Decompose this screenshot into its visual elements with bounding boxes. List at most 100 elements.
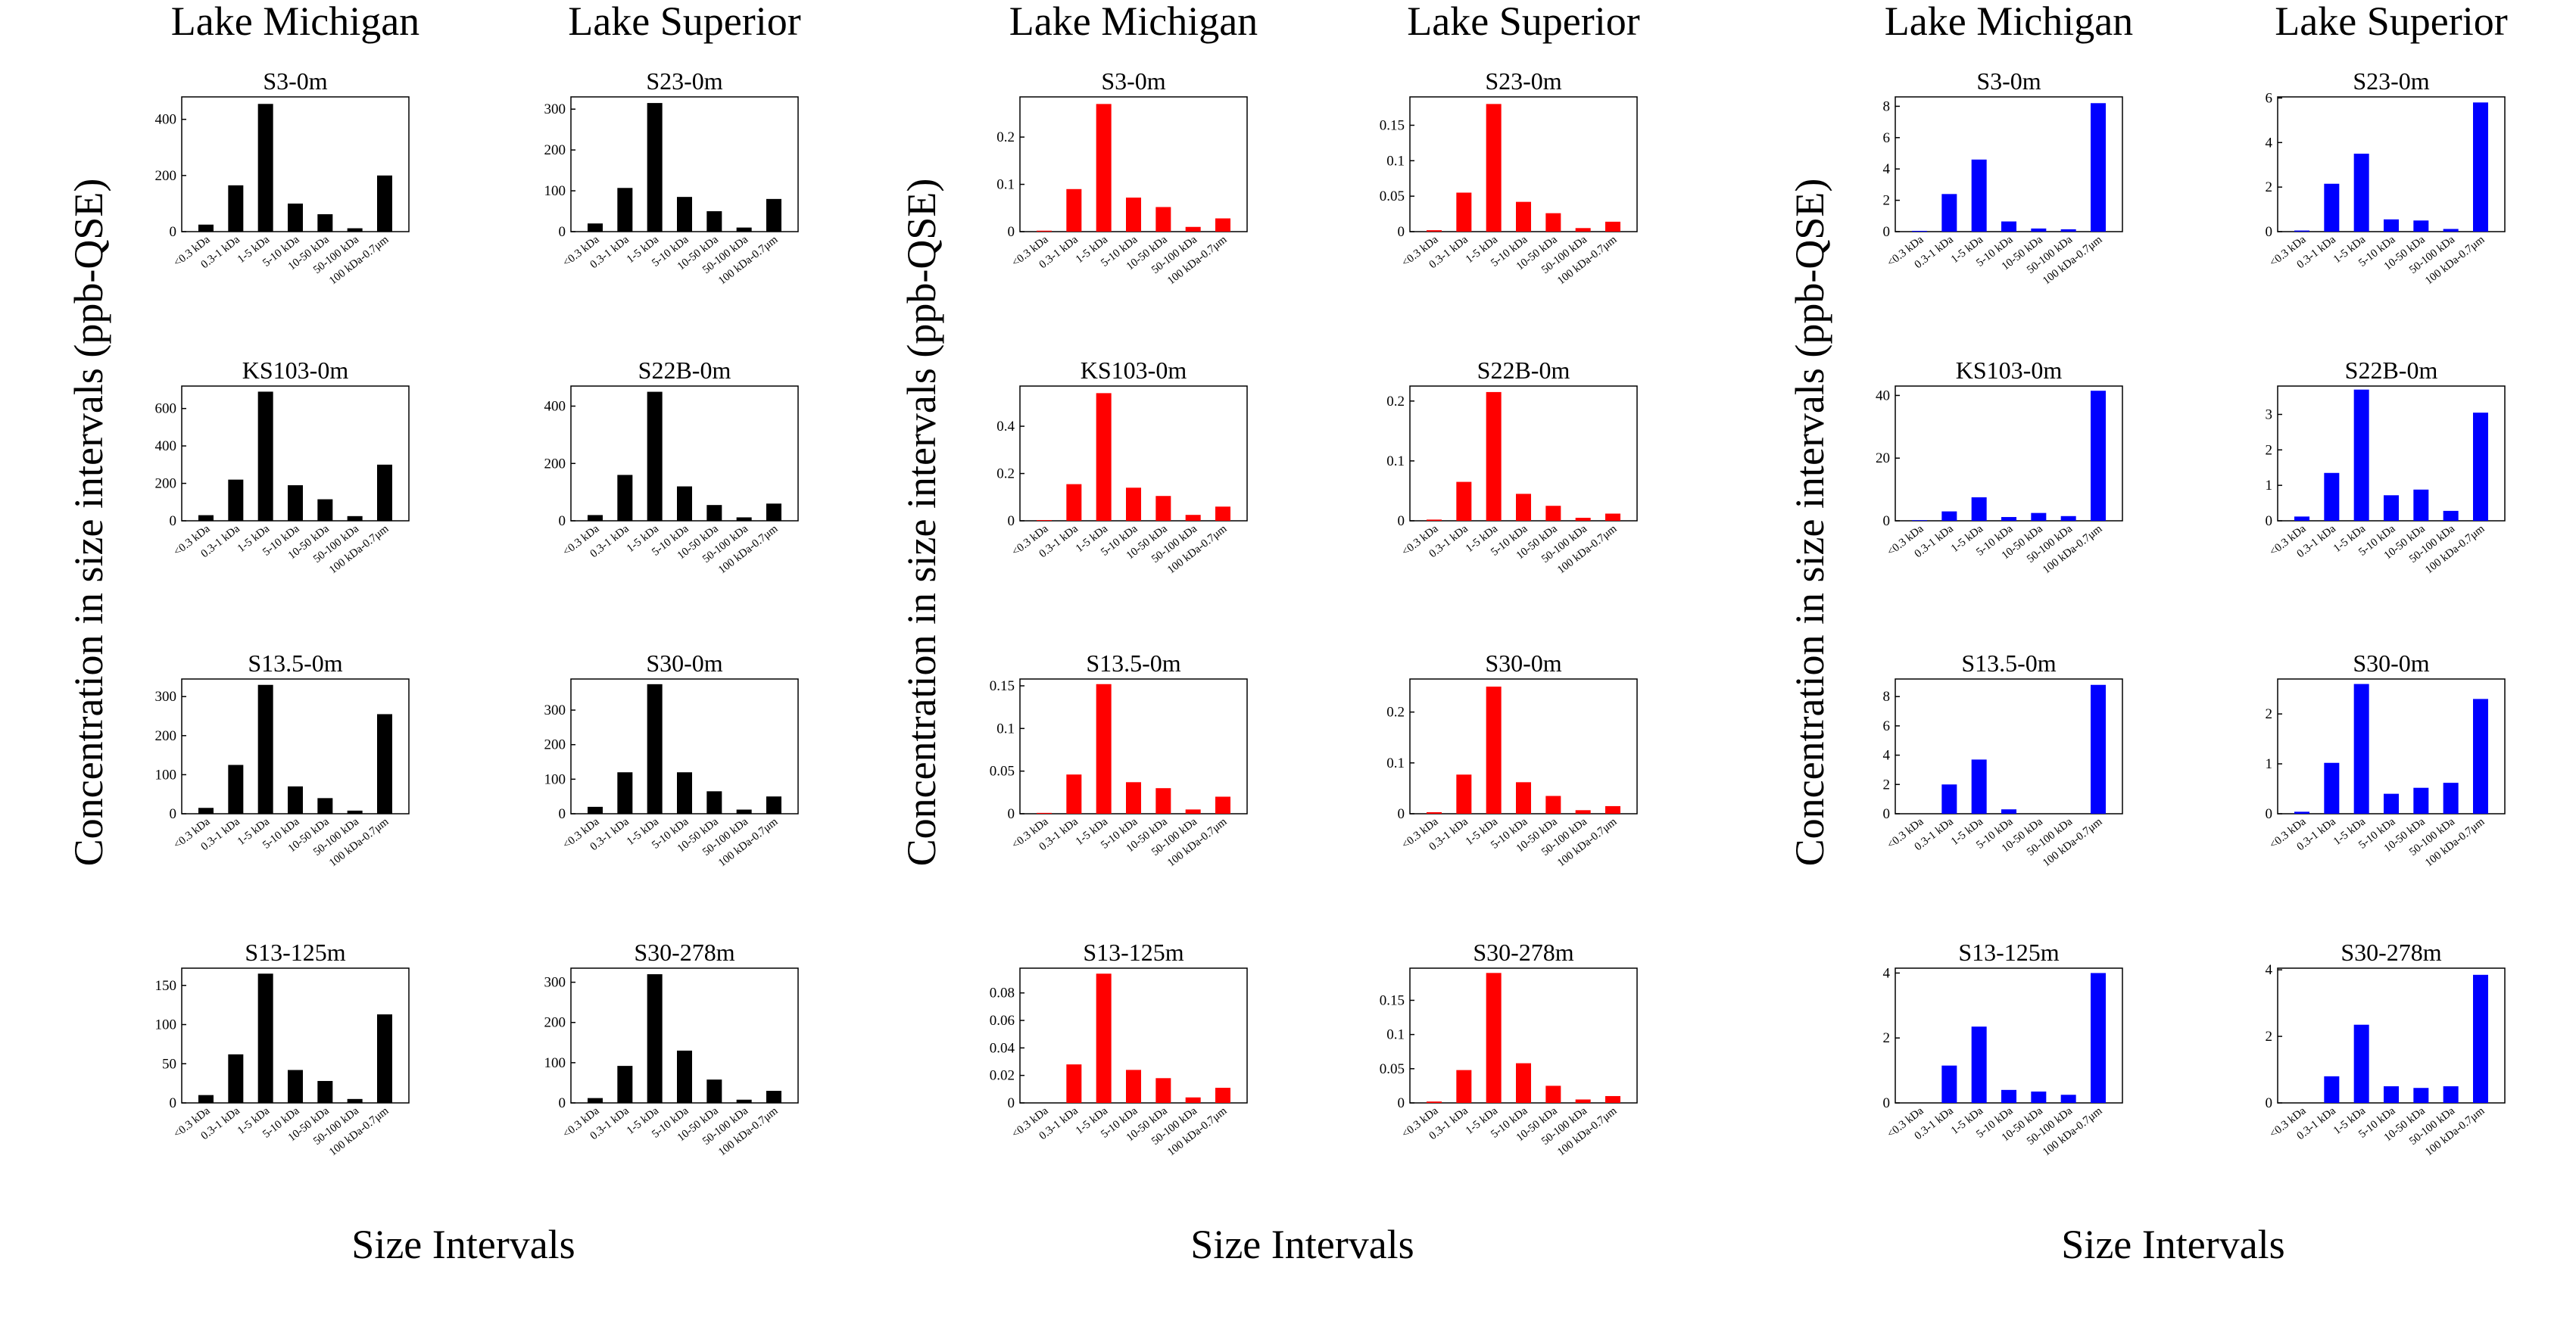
y-tick-label: 40	[1876, 388, 1890, 403]
bar	[377, 1014, 392, 1103]
y-tick-label: 6	[1883, 130, 1891, 146]
y-tick-label: 300	[155, 689, 177, 705]
bar	[1096, 973, 1112, 1103]
bar	[1427, 1101, 1442, 1103]
bar	[257, 973, 273, 1103]
y-tick-label: 8	[1883, 98, 1891, 114]
bar	[2384, 1086, 2399, 1103]
y-tick-label: 2	[1883, 777, 1891, 793]
y-tick-label: 0.15	[990, 678, 1015, 694]
y-tick-label: 0.1	[1386, 153, 1405, 169]
panel-title: S23-0m	[646, 67, 722, 95]
y-tick-label: 8	[1883, 689, 1891, 705]
bar	[1066, 774, 1082, 814]
bar	[1155, 207, 1171, 232]
y-tick-label: 0	[1883, 806, 1891, 822]
bar	[377, 714, 392, 814]
bar	[2324, 762, 2340, 814]
bar	[647, 391, 663, 521]
bar	[1605, 221, 1620, 232]
bar	[1155, 788, 1171, 814]
bar	[1066, 484, 1082, 521]
bar	[317, 499, 333, 521]
bar	[2324, 183, 2340, 232]
bar	[1575, 1099, 1591, 1103]
y-tick-label: 0.4	[996, 419, 1015, 435]
y-tick-label: 0	[1008, 513, 1015, 529]
y-tick-label: 0	[559, 1095, 566, 1111]
bar	[1185, 226, 1201, 232]
bar	[1456, 481, 1472, 521]
bar	[1126, 198, 1141, 232]
y-tick-label: 4	[1883, 161, 1891, 177]
plot-frame	[1895, 678, 2123, 815]
bar	[2413, 787, 2429, 814]
bar	[288, 203, 303, 232]
bar	[1971, 1026, 1987, 1103]
y-tick-label: 2	[2266, 179, 2273, 195]
y-tick-label: 0.05	[1380, 188, 1405, 204]
bar	[1427, 230, 1442, 232]
y-tick-label: 2	[1883, 193, 1891, 209]
bar	[1545, 506, 1561, 521]
panel-title: KS103-0m	[242, 357, 349, 384]
bar	[677, 1050, 692, 1103]
panel-title: S30-278m	[1473, 939, 1573, 966]
x-axis-label-2: Size Intervals	[1190, 1222, 1414, 1267]
bar	[1126, 782, 1141, 814]
bar	[288, 1070, 303, 1103]
bar	[1605, 513, 1620, 521]
bar	[2384, 219, 2399, 232]
y-tick-label: 0.2	[996, 466, 1015, 482]
bar	[2353, 389, 2369, 521]
bar	[588, 1098, 603, 1103]
panel-title: S30-0m	[646, 649, 722, 677]
y-tick-label: 100	[155, 1017, 177, 1033]
bar	[1545, 213, 1561, 232]
y-tick-label: 400	[155, 112, 177, 128]
panel-title: S23-0m	[1485, 67, 1561, 95]
bar	[1096, 104, 1112, 232]
bar	[706, 505, 722, 521]
bar	[677, 486, 692, 521]
bar	[2443, 1086, 2459, 1103]
y-tick-label: 2	[2266, 706, 2273, 722]
bar	[257, 104, 273, 232]
bar	[1427, 519, 1442, 521]
bar	[2324, 472, 2340, 521]
plot-frame	[2277, 967, 2506, 1104]
bar	[288, 786, 303, 814]
y-tick-label: 0.15	[1380, 992, 1405, 1008]
panel-title: S23-0m	[2353, 67, 2429, 95]
bar	[1215, 1088, 1230, 1103]
bar	[2473, 102, 2488, 232]
panel-title: S13.5-0m	[248, 649, 342, 677]
bar	[706, 791, 722, 814]
y-tick-label: 0	[559, 224, 566, 240]
bar	[2060, 515, 2076, 521]
y-tick-label: 0.05	[990, 764, 1015, 780]
y-tick-label: 0	[170, 224, 177, 240]
bar	[2413, 1088, 2429, 1103]
bar	[317, 1081, 333, 1103]
y-tick-label: 100	[544, 771, 566, 787]
bar	[1427, 811, 1442, 814]
bar	[2091, 103, 2106, 232]
bar	[257, 684, 273, 814]
y-tick-label: 0.05	[1380, 1061, 1405, 1077]
panel-title: S3-0m	[1101, 67, 1165, 95]
bar	[2443, 510, 2459, 521]
bar	[1941, 1065, 1957, 1103]
bar	[588, 223, 603, 232]
panel-title: S22B-0m	[638, 357, 731, 384]
bar	[1456, 192, 1472, 232]
